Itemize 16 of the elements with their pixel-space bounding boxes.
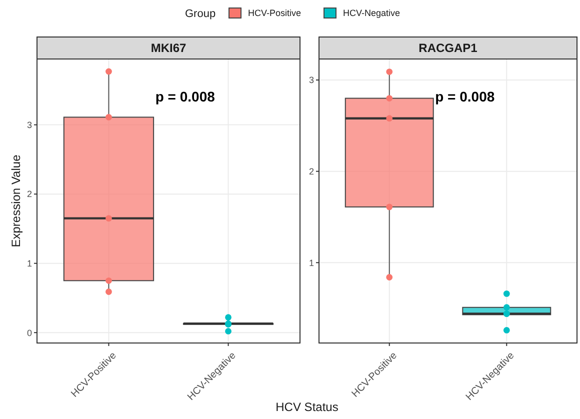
annotation: p = 0.008	[435, 88, 495, 105]
x-axis-title: HCV Status	[276, 400, 338, 414]
y-tick-label: 2	[26, 189, 32, 200]
y-tick-label: 0	[26, 328, 32, 338]
y-tick-label: 1	[308, 258, 314, 268]
legend-label: HCV-Positive	[248, 8, 302, 18]
annotation: p = 0.008	[155, 88, 216, 105]
chart-title: RACGAP1	[418, 41, 478, 55]
chart-title: MKI67	[150, 41, 186, 55]
legend-label: HCV-Negative	[343, 8, 400, 18]
y-tick-label: 2	[308, 166, 314, 176]
y-tick-label: 1	[26, 258, 32, 268]
y-tick-label: 3	[26, 120, 32, 130]
y-axis-title: Expression Value	[9, 154, 23, 248]
y-tick-label: 3	[308, 75, 314, 86]
legend-title: Group	[185, 8, 216, 20]
